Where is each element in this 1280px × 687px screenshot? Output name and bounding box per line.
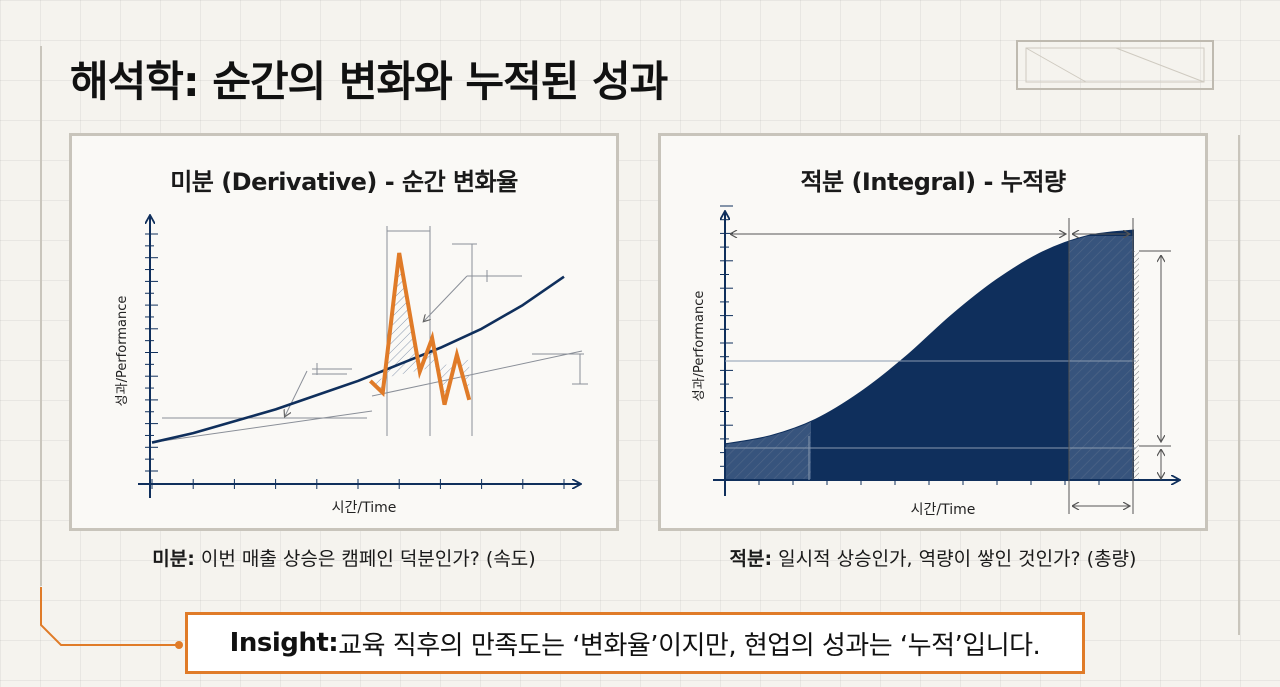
- derivative-panel: 미분 (Derivative) - 순간 변화율: [69, 133, 619, 531]
- derivative-panel-title: 미분 (Derivative) - 순간 변화율: [170, 168, 518, 196]
- derivative-y-label: 성과/Performance: [115, 296, 130, 407]
- integral-caption: 적분: 일시적 상승인가, 역량이 쌓인 것인가? (총량): [658, 544, 1208, 571]
- dimension-lines: [725, 218, 1171, 514]
- integral-caption-label: 적분:: [729, 548, 773, 570]
- construction-lines: [161, 226, 588, 442]
- frame-line-right: [1238, 135, 1240, 635]
- frame-line-left: [40, 46, 42, 586]
- derivative-x-label: 시간/Time: [332, 500, 397, 516]
- derivative-caption: 미분: 이번 매출 상승은 캠페인 덕분인가? (속도): [69, 544, 619, 571]
- edge-hatch: [1133, 251, 1139, 481]
- integral-panel: 적분 (Integral) - 누적량: [658, 133, 1208, 531]
- derivative-caption-label: 미분:: [152, 548, 195, 570]
- integral-caption-text: 일시적 상승인가, 역량이 쌓인 것인가? (총량): [772, 548, 1137, 570]
- insight-text: 교육 직후의 만족도는 ‘변화율’이지만, 현업의 성과는 ‘누적’입니다.: [338, 630, 1041, 661]
- trend-line: [151, 275, 565, 444]
- integral-chart: 성과/Performance 시간/Time: [692, 205, 1205, 518]
- integral-y-label: 성과/Performance: [692, 291, 707, 402]
- spike-line: [368, 252, 472, 406]
- integral-panel-title: 적분 (Integral) - 누적량: [800, 168, 1066, 196]
- page-title: 해석학: 순간의 변화와 누적된 성과: [70, 57, 668, 106]
- derivative-caption-text: 이번 매출 상승은 캠페인 덕분인가? (속도): [194, 548, 536, 570]
- derivative-chart: 성과/Performance 시간/Time: [115, 136, 588, 516]
- insight-box: Insight: 교육 직후의 만족도는 ‘변화율’이지만, 현업의 성과는 ‘…: [185, 612, 1085, 674]
- insight-label: Insight:: [229, 628, 339, 658]
- title-stamp-decoration: [1016, 40, 1214, 90]
- integral-x-label: 시간/Time: [911, 502, 976, 518]
- y-axis-ticks: [145, 233, 565, 489]
- insight-connector: [40, 587, 183, 649]
